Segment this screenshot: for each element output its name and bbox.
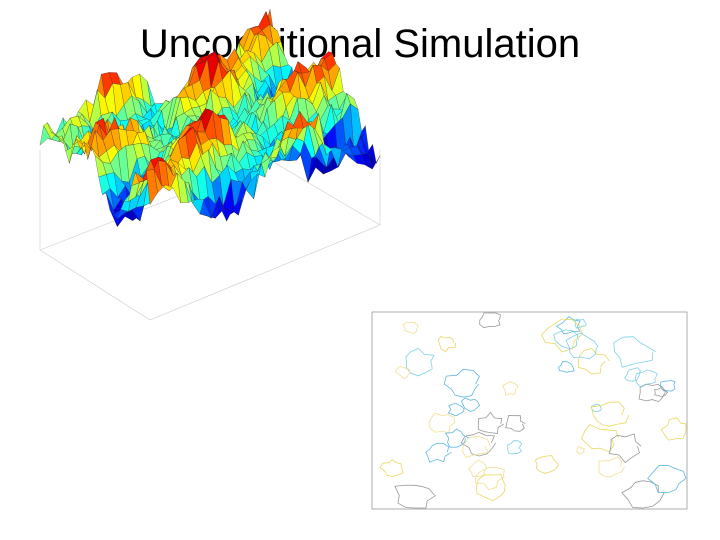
contour-line <box>660 379 676 392</box>
contour-line <box>634 369 658 388</box>
contour-line <box>541 318 584 353</box>
contour-line <box>576 446 585 455</box>
contour-line <box>621 480 665 509</box>
contour-line <box>654 387 668 397</box>
contour-line <box>505 414 526 432</box>
contour-line <box>502 381 519 396</box>
contour-line <box>444 428 470 448</box>
contour-line <box>577 347 610 375</box>
contour-line <box>447 403 465 417</box>
contour-line <box>613 336 656 368</box>
contour-line <box>477 411 504 434</box>
contour-line <box>534 455 560 474</box>
contour-line <box>565 332 599 360</box>
contour-line <box>647 464 687 494</box>
contour-line <box>402 321 419 334</box>
contour-line <box>425 442 452 463</box>
contour-line <box>608 433 642 464</box>
surface-plot <box>39 9 381 321</box>
contour-line <box>479 312 501 329</box>
contour-line <box>462 436 491 458</box>
contour-line <box>394 365 412 380</box>
axis-box <box>269 159 381 226</box>
contour-line <box>555 316 581 335</box>
contour-line <box>475 474 506 502</box>
contour-line <box>507 440 523 455</box>
contour-line <box>660 417 687 441</box>
contour-line <box>580 423 619 453</box>
contour-line <box>598 456 626 478</box>
contour-line <box>443 368 480 398</box>
contour-line <box>624 367 641 382</box>
axis-box <box>39 150 381 321</box>
contour-line <box>394 484 436 509</box>
contour-line <box>460 431 496 457</box>
contour-plot <box>371 311 688 510</box>
contour-line <box>437 336 456 353</box>
contour-line <box>460 397 481 412</box>
plot-frame <box>371 311 688 510</box>
contour-line <box>638 383 669 403</box>
contour-line <box>379 459 404 478</box>
contour-line <box>405 347 435 377</box>
contour-line <box>590 401 629 427</box>
surface-patch <box>146 169 158 205</box>
contour-line <box>558 361 575 373</box>
